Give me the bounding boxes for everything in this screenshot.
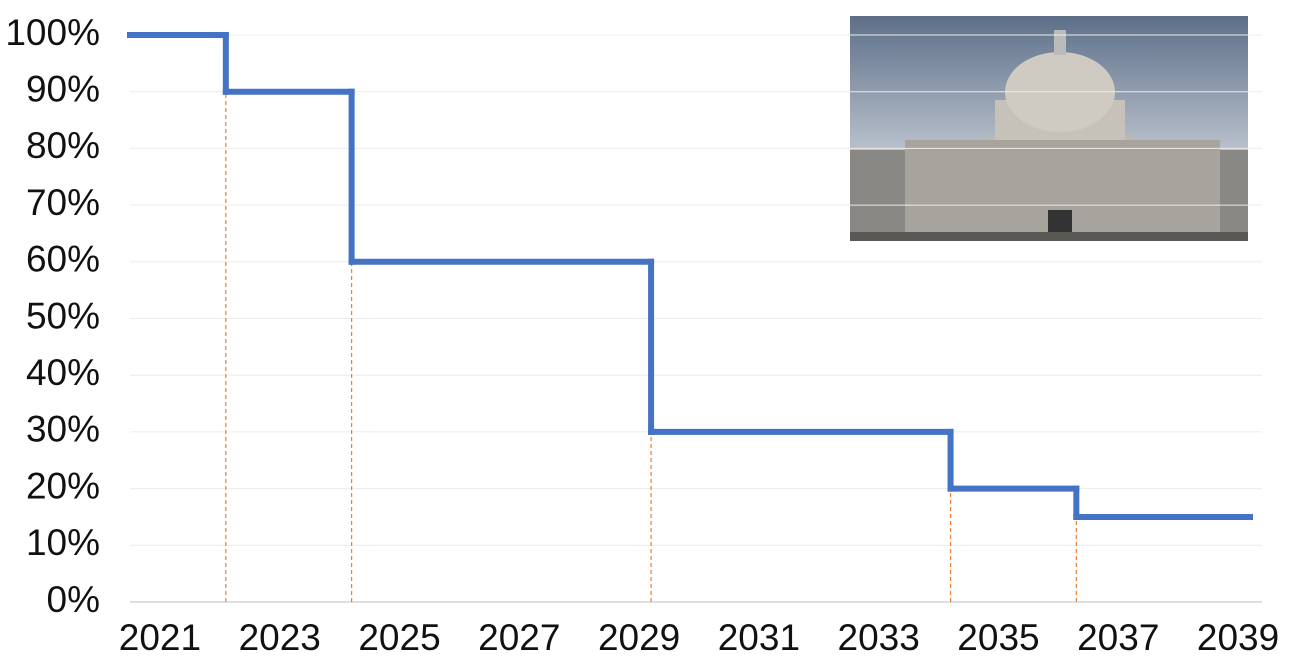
capitol-photo xyxy=(850,16,1248,241)
y-tick-label: 100% xyxy=(5,12,100,53)
x-tick-label: 2023 xyxy=(239,617,321,658)
plot-area: 0% 10% 20% 30% 40% 50% 60% 70% 80% 90% 100% 2021 202… xyxy=(5,12,1279,658)
y-tick-label: 0% xyxy=(47,579,100,620)
x-tick-label: 2027 xyxy=(478,617,560,658)
x-tick-label: 2029 xyxy=(598,617,680,658)
x-tick-label: 2025 xyxy=(358,617,440,658)
y-tick-label: 90% xyxy=(26,68,100,109)
y-tick-label: 70% xyxy=(26,182,100,223)
y-tick-label: 40% xyxy=(26,352,100,393)
y-tick-label: 50% xyxy=(26,295,100,336)
y-tick-label: 20% xyxy=(26,465,100,506)
x-tick-label: 2021 xyxy=(119,617,201,658)
x-tick-label: 2037 xyxy=(1077,617,1159,658)
x-tick-label: 2033 xyxy=(838,617,920,658)
x-tick-label: 2035 xyxy=(957,617,1039,658)
x-tick-label: 2039 xyxy=(1197,617,1279,658)
y-tick-label: 80% xyxy=(26,125,100,166)
y-tick-label: 10% xyxy=(26,522,100,563)
x-tick-label: 2031 xyxy=(718,617,800,658)
y-tick-label: 30% xyxy=(26,409,100,450)
y-tick-label: 60% xyxy=(26,239,100,280)
